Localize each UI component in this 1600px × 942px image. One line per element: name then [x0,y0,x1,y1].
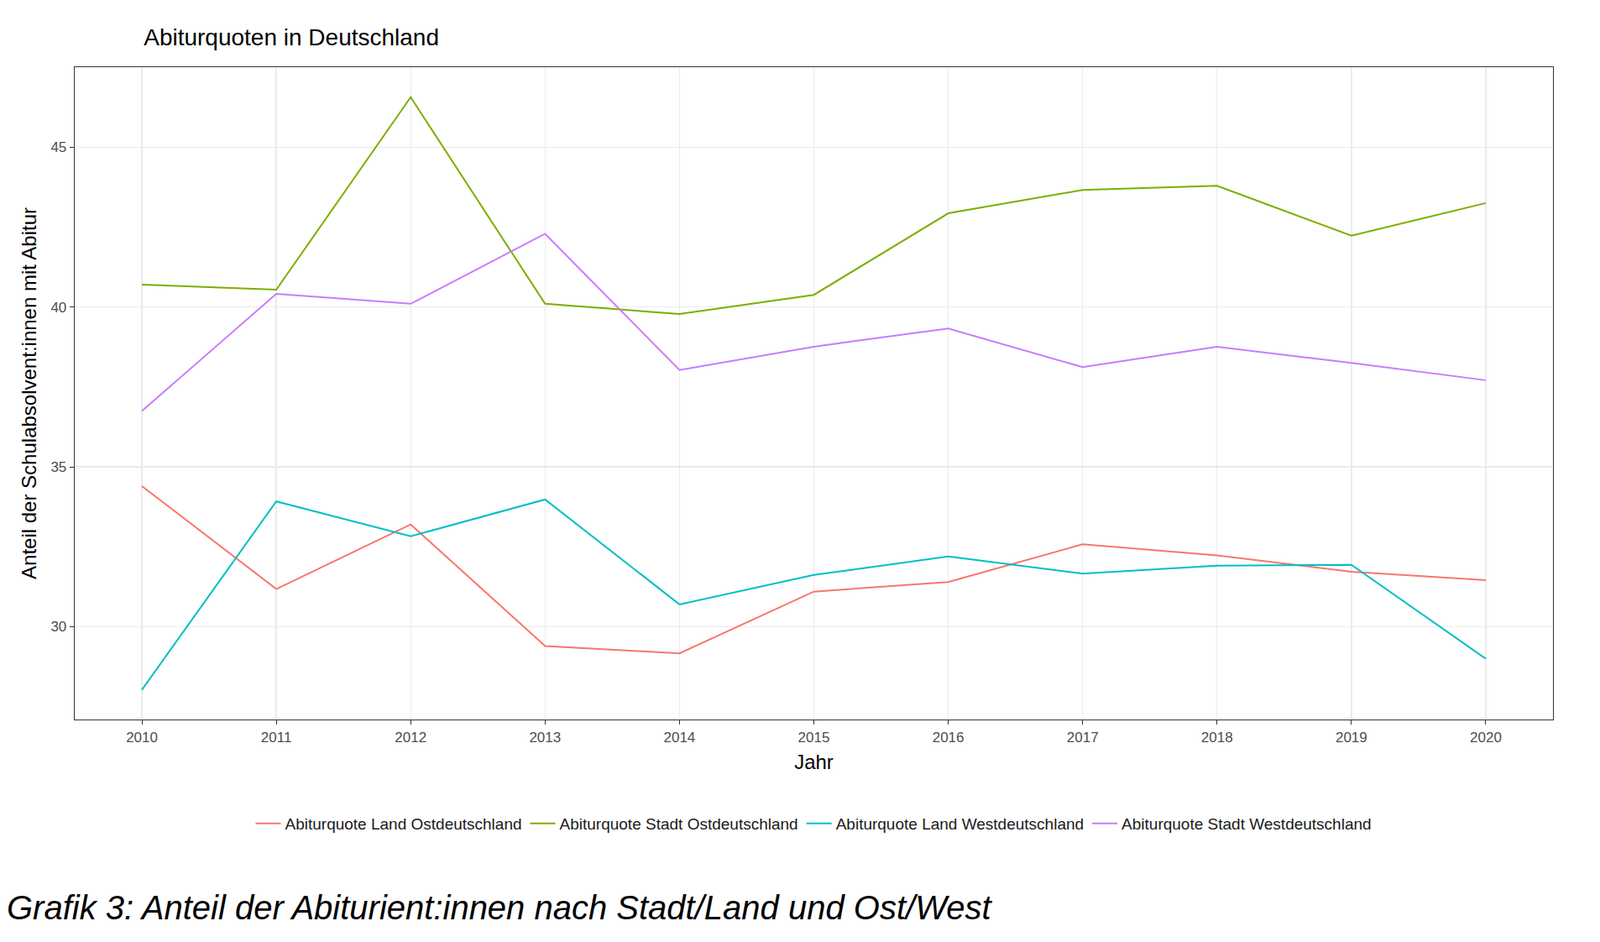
svg-text:Anteil der Schulabsolvent:inne: Anteil der Schulabsolvent:innen mit Abit… [17,207,41,580]
svg-text:2019: 2019 [1335,729,1368,746]
svg-text:Grafik 3: Anteil der Abiturien: Grafik 3: Anteil der Abiturient:innen na… [6,888,993,926]
svg-text:2018: 2018 [1201,729,1234,746]
svg-text:2012: 2012 [394,729,427,746]
svg-text:Abiturquote Stadt Ostdeutschla: Abiturquote Stadt Ostdeutschland [559,815,799,833]
svg-text:35: 35 [50,459,67,476]
svg-text:2010: 2010 [125,729,158,746]
svg-text:2020: 2020 [1469,729,1502,746]
svg-text:2015: 2015 [798,729,831,746]
svg-text:Abiturquote Land Ostdeutschlan: Abiturquote Land Ostdeutschland [285,815,523,833]
svg-text:30: 30 [50,618,67,635]
svg-text:Abiturquote Stadt Westdeutschl: Abiturquote Stadt Westdeutschland [1121,815,1372,833]
svg-text:2011: 2011 [261,729,293,746]
svg-text:Abiturquoten in Deutschland: Abiturquoten in Deutschland [143,24,440,51]
svg-text:2013: 2013 [528,729,561,746]
svg-text:2017: 2017 [1066,729,1099,746]
svg-text:Abiturquote Land Westdeutschla: Abiturquote Land Westdeutschland [836,815,1084,833]
svg-text:40: 40 [50,299,67,316]
svg-text:45: 45 [50,139,67,156]
svg-text:Jahr: Jahr [794,750,834,774]
svg-text:2014: 2014 [663,729,696,746]
svg-text:2016: 2016 [932,729,965,746]
